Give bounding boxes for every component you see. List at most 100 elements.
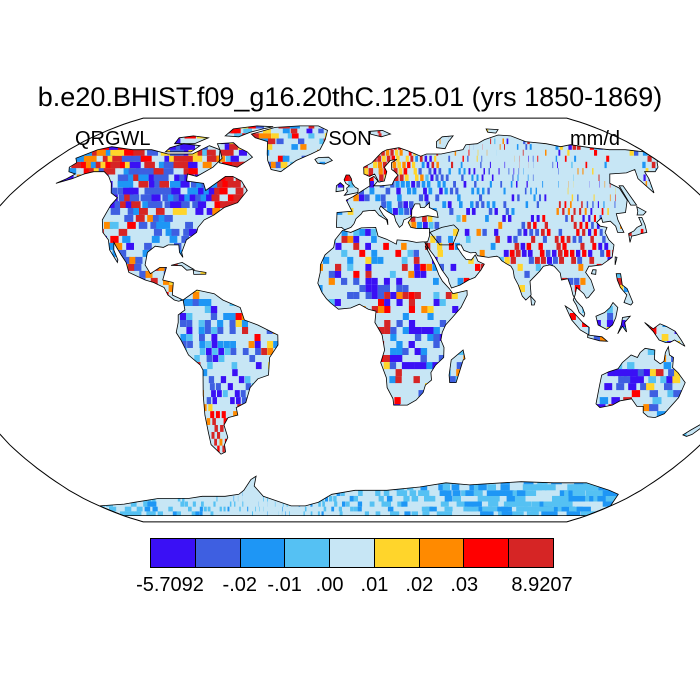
data-cell — [229, 327, 236, 334]
landmass-nzSouth — [682, 421, 700, 437]
data-cell — [148, 174, 159, 181]
data-cell — [209, 383, 215, 391]
data-cell — [206, 418, 211, 425]
data-cell — [521, 249, 527, 257]
data-cell — [631, 390, 641, 398]
data-cell — [240, 390, 246, 398]
variable-label: QRGWL — [75, 128, 151, 150]
data-cell — [224, 341, 230, 348]
data-cell — [248, 125, 257, 129]
data-cell — [220, 149, 230, 156]
data-cell — [588, 228, 592, 236]
data-cell — [211, 327, 218, 334]
data-cell — [451, 292, 458, 299]
data-cell — [396, 348, 403, 355]
data-cell — [485, 215, 489, 222]
data-cell — [456, 501, 466, 507]
data-cell — [298, 138, 305, 145]
data-cell — [233, 495, 235, 502]
data-cell — [250, 133, 260, 139]
data-cell — [181, 201, 190, 208]
data-cell — [323, 256, 330, 264]
data-cell — [466, 208, 470, 215]
data-cell — [617, 277, 623, 285]
data-cell — [428, 221, 434, 229]
data-cell — [422, 215, 427, 222]
data-cell — [537, 155, 539, 162]
data-cell — [180, 341, 187, 348]
data-cell — [488, 501, 499, 507]
data-cell — [133, 149, 145, 156]
data-cell — [536, 484, 547, 491]
data-cell — [122, 235, 131, 243]
data-cell — [430, 235, 436, 243]
data-cell — [576, 249, 581, 257]
data-cell — [255, 125, 264, 129]
data-cell — [602, 490, 617, 496]
data-cell — [571, 215, 574, 222]
coastline-sumatra — [564, 304, 590, 336]
data-cell — [188, 168, 198, 175]
data-cell — [478, 484, 487, 491]
data-cell — [618, 376, 626, 384]
data-cell — [211, 181, 221, 188]
data-cell — [149, 181, 159, 188]
data-cell — [219, 506, 222, 512]
data-cell — [498, 221, 503, 229]
data-cell — [222, 390, 228, 398]
data-cell — [365, 292, 372, 299]
data-cell — [383, 355, 390, 362]
data-cell — [404, 174, 409, 181]
data-cell — [476, 187, 480, 195]
data-cell — [282, 128, 290, 134]
coastline-madagascar — [448, 349, 466, 383]
data-cell — [214, 201, 223, 208]
data-cell — [562, 242, 567, 250]
data-cell — [503, 187, 506, 195]
data-cell — [365, 270, 372, 278]
data-cell — [118, 194, 129, 202]
data-cell — [646, 383, 655, 391]
data-cell — [579, 208, 582, 215]
data-cell — [530, 187, 532, 195]
data-cell — [565, 215, 568, 222]
data-cell — [528, 155, 529, 162]
data-cell — [640, 383, 649, 391]
data-cell — [143, 501, 149, 507]
data-cell — [470, 506, 481, 512]
data-cell — [434, 155, 437, 162]
data-cell — [464, 501, 474, 507]
data-cell — [516, 181, 518, 188]
data-cell — [383, 242, 389, 250]
data-cell — [544, 194, 547, 202]
data-cell — [536, 215, 540, 222]
data-cell — [435, 194, 440, 202]
data-cell — [524, 187, 527, 195]
data-cell — [181, 235, 189, 243]
data-cell — [490, 495, 500, 502]
data-cell — [598, 242, 603, 250]
data-cell — [217, 390, 222, 398]
data-cell — [448, 235, 453, 243]
data-cell — [349, 495, 354, 502]
data-cell — [517, 174, 519, 181]
data-cell — [538, 242, 543, 250]
data-cell — [186, 334, 193, 341]
data-cell — [259, 506, 260, 512]
data-cell — [479, 194, 483, 202]
data-cell — [364, 511, 369, 516]
data-cell — [422, 490, 430, 496]
coastline-antarctica — [99, 475, 619, 516]
data-cell — [338, 506, 342, 512]
data-cell — [138, 174, 149, 181]
data-cell — [556, 208, 559, 215]
data-cell — [219, 187, 228, 195]
data-cell — [449, 376, 457, 384]
data-cell — [384, 299, 391, 306]
data-cell — [554, 235, 559, 243]
data-cell — [436, 511, 445, 516]
data-cell — [526, 511, 539, 516]
data-cell — [220, 425, 224, 432]
data-cell — [108, 242, 117, 250]
data-cell — [463, 168, 466, 175]
